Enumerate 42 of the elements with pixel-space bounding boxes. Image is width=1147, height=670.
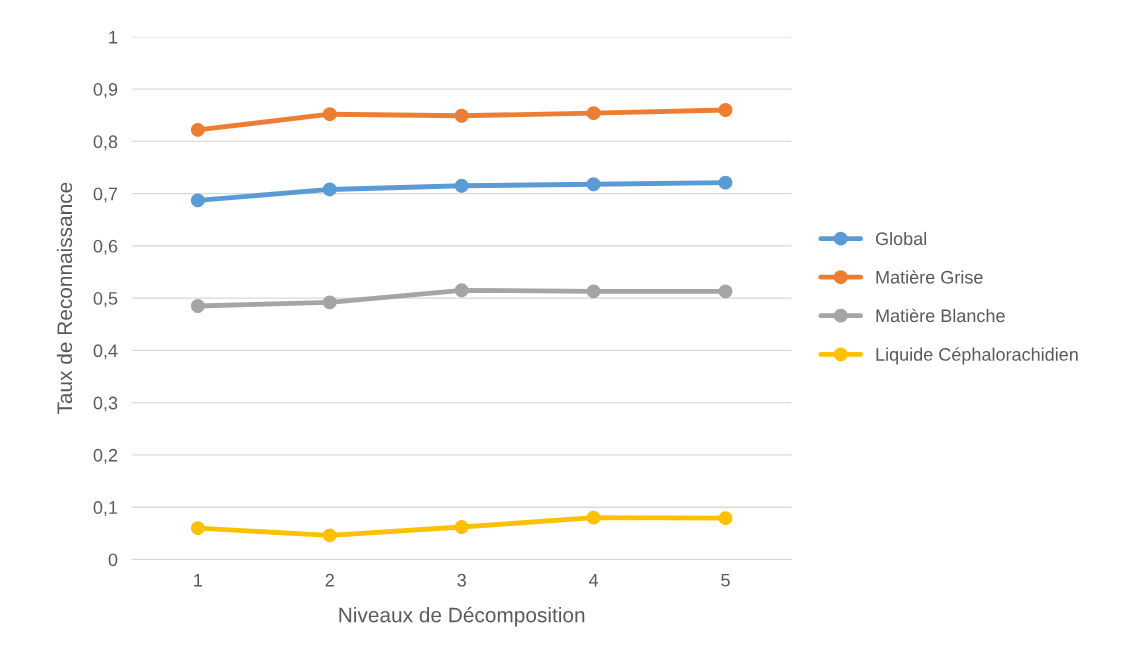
- y-tick-label: 0: [108, 553, 118, 567]
- x-tick-label: 1: [194, 574, 202, 587]
- point: [586, 284, 601, 299]
- y-tick-label: 0,6: [93, 239, 118, 255]
- point: [718, 175, 733, 190]
- x-tick-label: 5: [721, 574, 730, 587]
- y-tick-label: 0,3: [93, 396, 118, 412]
- point: [454, 520, 469, 534]
- point: [718, 103, 733, 117]
- point: [322, 107, 337, 122]
- x-tick-label: 3: [457, 573, 466, 587]
- y-tick-label: 0,9: [93, 83, 118, 98]
- legend-label: Liquide Céphalorachidien: [876, 347, 1078, 365]
- point: [454, 178, 469, 193]
- legend-label: Matière Grise: [876, 270, 983, 284]
- y-tick-label: 0,2: [93, 448, 118, 464]
- point: [190, 299, 205, 313]
- x-tick-label: 4: [588, 574, 599, 587]
- point: [190, 122, 205, 137]
- point: [454, 283, 469, 298]
- legend-label: Matière Blanche: [876, 308, 1005, 323]
- point: [586, 177, 601, 192]
- y-tick-label: 0,7: [93, 187, 118, 203]
- y-tick-label: 0,5: [93, 292, 118, 307]
- y-tick-label: 0,8: [93, 135, 118, 151]
- point: [718, 284, 733, 299]
- x-tick-label: 2: [325, 573, 334, 587]
- y-axis-title: Taux de Reconnaissance: [56, 182, 73, 415]
- point: [586, 510, 601, 525]
- point: [322, 182, 337, 197]
- point: [454, 108, 469, 123]
- legend-label: Global: [875, 231, 927, 246]
- point: [322, 528, 337, 543]
- y-tick-label: 0,4: [93, 344, 118, 360]
- point: [718, 511, 733, 526]
- point: [586, 106, 601, 121]
- point: [190, 521, 205, 536]
- point: [322, 295, 337, 310]
- x-axis-title: Niveaux de Décomposition: [339, 606, 585, 627]
- y-tick-label: 0,1: [93, 501, 118, 517]
- y-tick-label: 1: [109, 30, 118, 44]
- point: [190, 193, 205, 208]
